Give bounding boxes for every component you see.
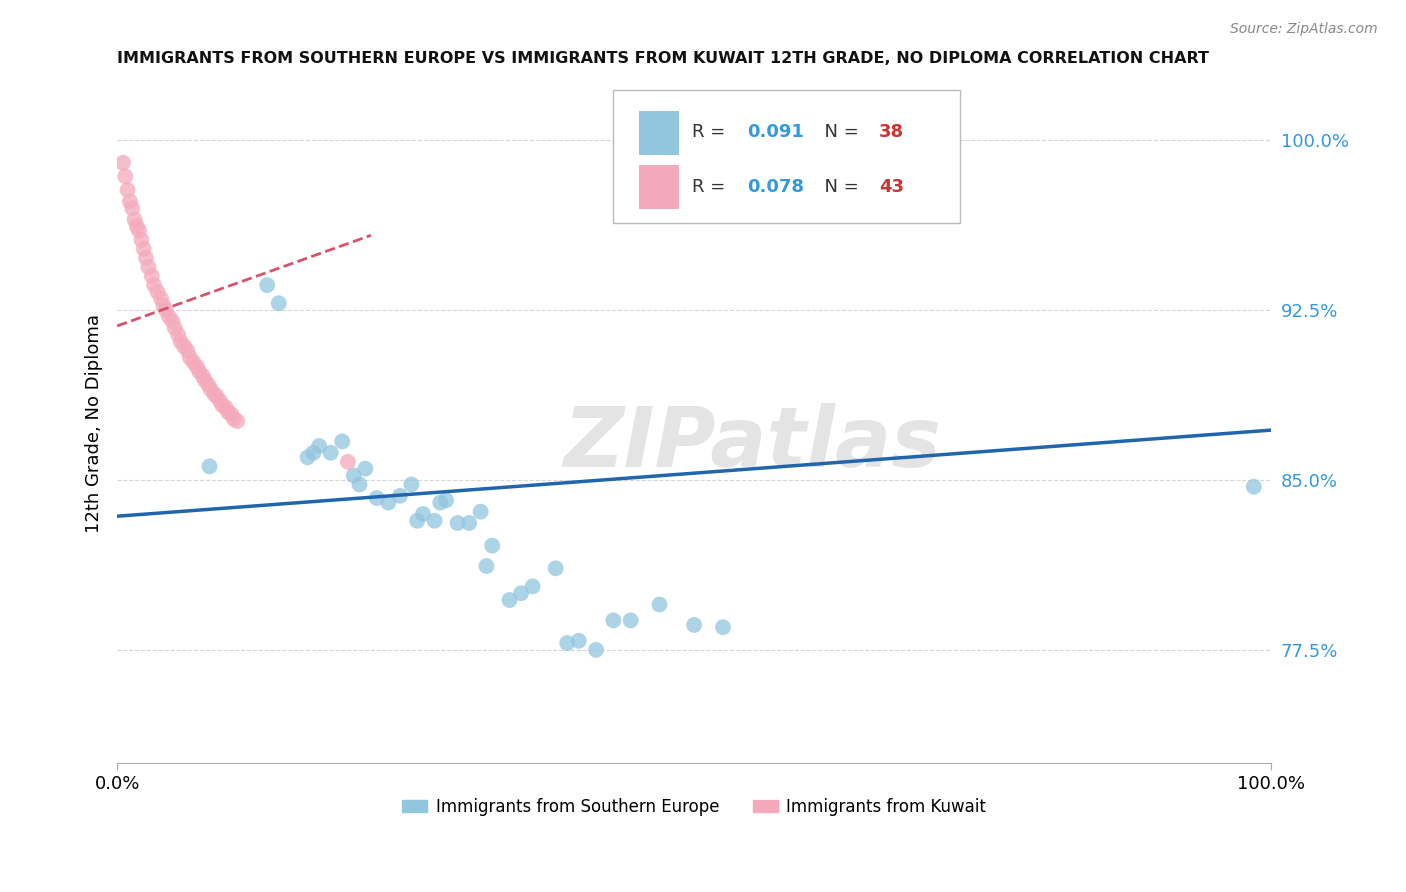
Point — [214, 401, 236, 415]
Point — [124, 212, 146, 227]
Point — [401, 477, 423, 491]
Point — [121, 201, 143, 215]
Point — [336, 455, 359, 469]
Point — [267, 296, 290, 310]
Point — [167, 328, 190, 343]
Text: R =: R = — [692, 178, 731, 196]
Point — [330, 434, 353, 449]
Point — [458, 516, 481, 530]
Point — [202, 387, 225, 401]
Point — [319, 446, 342, 460]
Bar — [638, 111, 679, 155]
Point — [429, 495, 451, 509]
Point — [711, 620, 734, 634]
Point — [205, 389, 228, 403]
Point — [111, 156, 134, 170]
Point — [118, 194, 141, 209]
Text: N =: N = — [813, 178, 865, 196]
Point — [366, 491, 388, 505]
Point — [146, 285, 169, 299]
Point — [162, 314, 184, 328]
Point — [188, 364, 211, 378]
Point — [222, 411, 245, 425]
Point — [302, 446, 325, 460]
Point — [143, 278, 166, 293]
Point — [132, 242, 155, 256]
Point — [179, 351, 201, 365]
Point — [683, 618, 706, 632]
Point — [349, 477, 371, 491]
Text: ZIPatlas: ZIPatlas — [562, 403, 941, 484]
Point — [131, 233, 153, 247]
Text: 0.078: 0.078 — [747, 178, 804, 196]
Point — [200, 382, 222, 396]
Point — [256, 278, 278, 293]
Point — [434, 493, 457, 508]
Point — [423, 514, 446, 528]
Point — [412, 507, 434, 521]
Point — [602, 614, 624, 628]
Point — [128, 224, 150, 238]
Point — [135, 251, 157, 265]
Point — [191, 368, 214, 383]
Point — [475, 559, 498, 574]
Point — [1243, 480, 1265, 494]
Point — [620, 614, 643, 628]
Point — [481, 539, 503, 553]
Point — [173, 339, 195, 353]
Point — [198, 459, 221, 474]
Point — [297, 450, 319, 465]
Point — [308, 439, 330, 453]
Text: IMMIGRANTS FROM SOUTHERN EUROPE VS IMMIGRANTS FROM KUWAIT 12TH GRADE, NO DIPLOMA: IMMIGRANTS FROM SOUTHERN EUROPE VS IMMIG… — [117, 51, 1209, 66]
Point — [114, 169, 136, 184]
Point — [186, 359, 208, 374]
Point — [446, 516, 468, 530]
Text: Source: ZipAtlas.com: Source: ZipAtlas.com — [1230, 22, 1378, 37]
Point — [138, 260, 160, 274]
Point — [343, 468, 366, 483]
Point — [157, 310, 180, 324]
Point — [406, 514, 429, 528]
Point — [217, 405, 239, 419]
Legend: Immigrants from Southern Europe, Immigrants from Kuwait: Immigrants from Southern Europe, Immigra… — [396, 791, 993, 822]
Y-axis label: 12th Grade, No Diploma: 12th Grade, No Diploma — [86, 314, 103, 533]
Point — [197, 377, 219, 392]
Point — [117, 183, 139, 197]
Point — [555, 636, 578, 650]
Point — [183, 355, 205, 369]
Point — [522, 579, 544, 593]
Point — [169, 334, 191, 349]
Text: 38: 38 — [879, 123, 904, 142]
Point — [544, 561, 567, 575]
Point — [221, 407, 243, 421]
Point — [163, 321, 186, 335]
Point — [125, 219, 148, 234]
Point — [194, 373, 217, 387]
Point — [470, 505, 492, 519]
Point — [176, 343, 198, 358]
Point — [141, 268, 163, 283]
Point — [648, 598, 671, 612]
Point — [208, 393, 231, 408]
Point — [377, 495, 399, 509]
Point — [211, 398, 233, 412]
Bar — [638, 165, 679, 210]
Text: N =: N = — [813, 123, 865, 142]
Point — [585, 643, 607, 657]
Text: R =: R = — [692, 123, 731, 142]
Point — [510, 586, 533, 600]
FancyBboxPatch shape — [613, 90, 959, 223]
Point — [498, 593, 520, 607]
Point — [354, 461, 377, 475]
Point — [388, 489, 411, 503]
Point — [226, 414, 249, 428]
Point — [152, 299, 174, 313]
Point — [568, 633, 591, 648]
Point — [150, 292, 173, 306]
Text: 43: 43 — [879, 178, 904, 196]
Text: 0.091: 0.091 — [747, 123, 804, 142]
Point — [155, 303, 177, 318]
